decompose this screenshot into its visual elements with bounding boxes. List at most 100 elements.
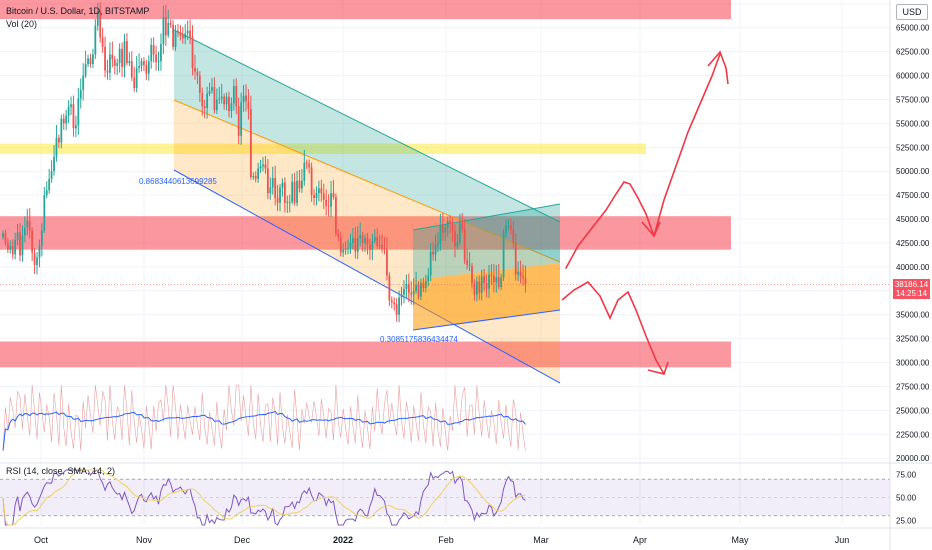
candle-body: [466, 260, 469, 265]
candle-body: [225, 96, 228, 105]
candle-body: [118, 48, 121, 64]
candle-body: [123, 41, 126, 67]
candle-body: [444, 227, 447, 233]
candle-body: [383, 248, 386, 250]
candle-body: [505, 225, 507, 234]
candle-body: [128, 61, 131, 64]
candle-body: [514, 242, 517, 275]
candle-body: [143, 61, 145, 66]
candle-body: [266, 168, 269, 194]
candle-body: [281, 182, 284, 188]
candle-body: [337, 233, 340, 238]
candle-body: [390, 300, 393, 303]
scenario-down-arrow: [561, 280, 665, 375]
symbol-title: Bitcoin / U.S. Dollar, 1D, BITSTAMP: [6, 6, 150, 16]
candle-body: [376, 237, 379, 246]
candle-body: [9, 245, 12, 250]
candle-body: [310, 167, 313, 196]
price-tick-label: 45000.00: [896, 215, 930, 224]
candle-body: [245, 95, 247, 102]
price-tick-label: 40000.00: [896, 263, 930, 272]
candle-body: [228, 96, 230, 111]
last-price-value: 38186.14: [894, 280, 929, 289]
candle-body: [33, 252, 36, 265]
price-tick-label: 60000.00: [896, 72, 930, 81]
candle-body: [356, 238, 359, 252]
candle-body: [194, 67, 196, 72]
candle-body: [332, 193, 335, 198]
currency-button[interactable]: USD: [896, 4, 928, 20]
candle-body: [354, 238, 357, 252]
candle-body: [121, 48, 123, 67]
candle-body: [211, 87, 213, 91]
candle-body: [82, 75, 85, 90]
candle-body: [101, 37, 104, 47]
channel-bottom-line: [173, 169, 561, 384]
candle-body: [427, 275, 430, 282]
candle-body: [147, 61, 150, 74]
candle-body: [519, 271, 522, 277]
candle-body: [439, 225, 442, 243]
price-tick-label: 50000.00: [896, 167, 930, 176]
candle-body: [441, 225, 444, 233]
candle-body: [191, 37, 194, 68]
candle-body: [325, 199, 328, 206]
candle-body: [371, 241, 374, 250]
candle-body: [276, 198, 279, 203]
candle-body: [264, 164, 267, 169]
scenario-down-arrowhead: [647, 361, 669, 375]
candle-body: [45, 190, 48, 196]
candle-body: [446, 220, 449, 228]
candle-body: [106, 70, 109, 73]
candle-body: [208, 90, 211, 94]
zone-red-3: [0, 341, 731, 368]
rsi-legend: RSI (14, close, SMA, 14, 2): [6, 466, 116, 476]
candle-body: [4, 233, 7, 243]
candle-body: [300, 180, 303, 189]
candle-body: [60, 118, 63, 143]
scenario-up-arrow: [565, 181, 655, 269]
candle-body: [259, 166, 262, 169]
candle-body: [75, 125, 77, 129]
candle-body: [50, 171, 53, 179]
candle-body: [242, 95, 245, 103]
candle-body: [405, 284, 408, 289]
candle-body: [6, 242, 9, 250]
candle-body: [247, 101, 250, 110]
candle-body: [288, 201, 291, 203]
candle-body: [240, 102, 243, 136]
zone-red-0: [0, 0, 731, 20]
candle-body: [179, 32, 182, 36]
candle-body: [412, 290, 415, 295]
candle-body: [342, 249, 345, 253]
rsi-ma-line: [2, 469, 526, 526]
time-tick-label: Dec: [234, 535, 251, 545]
candle-body: [72, 104, 75, 129]
price-tick-label: 57500.00: [896, 95, 930, 104]
candle-body: [308, 163, 311, 168]
candle-body: [55, 137, 58, 157]
volume-ma-line: [2, 410, 526, 451]
candle-body: [62, 118, 65, 124]
candle-body: [417, 285, 420, 297]
candle-body: [339, 237, 342, 253]
volume-series: [2, 384, 526, 451]
candle-body: [512, 229, 515, 243]
candle-body: [140, 61, 143, 67]
candle-body: [313, 195, 315, 199]
candle-body: [2, 233, 4, 238]
candle-body: [257, 168, 260, 179]
candle-body: [138, 66, 140, 68]
candle-body: [403, 288, 405, 295]
time-tick-label: May: [731, 535, 749, 545]
candle-body: [130, 61, 133, 78]
candle-body: [480, 276, 483, 293]
candle-body: [19, 232, 21, 256]
rsi-tick-label: 50.00: [896, 494, 917, 503]
candle-body: [157, 61, 160, 63]
candle-body: [126, 41, 128, 64]
candle-body: [152, 44, 155, 55]
candle-body: [500, 277, 503, 287]
candle-body: [271, 177, 274, 188]
